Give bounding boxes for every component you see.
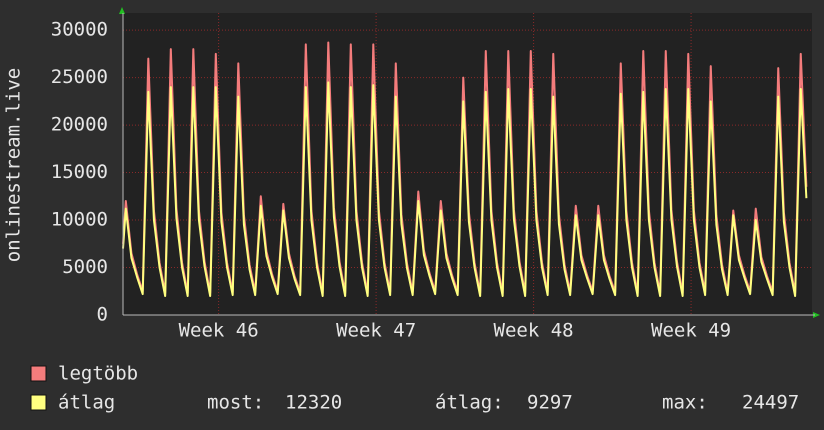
series-line xyxy=(122,81,808,298)
x-tick-label: Week 47 xyxy=(336,320,416,342)
stat-value: 24497 xyxy=(742,392,799,414)
x-tick-label: Week 46 xyxy=(179,320,259,342)
y-axis-label: onlinestream.live xyxy=(3,68,25,262)
legend-label: legtöbb xyxy=(58,363,138,385)
x-arrow xyxy=(813,312,820,318)
stat-label: átlag: xyxy=(435,392,504,414)
y-tick-label: 10000 xyxy=(51,209,108,231)
stat-value: 12320 xyxy=(285,392,342,414)
y-arrow xyxy=(119,7,125,14)
series xyxy=(122,41,808,298)
stat-label: max: xyxy=(662,392,708,414)
y-tick-label: 25000 xyxy=(51,66,108,88)
legend-swatch xyxy=(30,365,47,382)
y-tick-label: 30000 xyxy=(51,19,108,41)
x-tick-label: Week 49 xyxy=(651,320,731,342)
y-tick-label: 15000 xyxy=(51,161,108,183)
stat-label: most: xyxy=(207,392,264,414)
legend-swatch xyxy=(30,394,47,411)
x-tick-label: Week 48 xyxy=(494,320,574,342)
stat-value: 9297 xyxy=(527,392,573,414)
legend-label: átlag xyxy=(58,392,115,414)
y-tick-label: 20000 xyxy=(51,114,108,136)
y-tick-label: 0 xyxy=(97,304,108,326)
y-tick-label: 5000 xyxy=(62,256,108,278)
